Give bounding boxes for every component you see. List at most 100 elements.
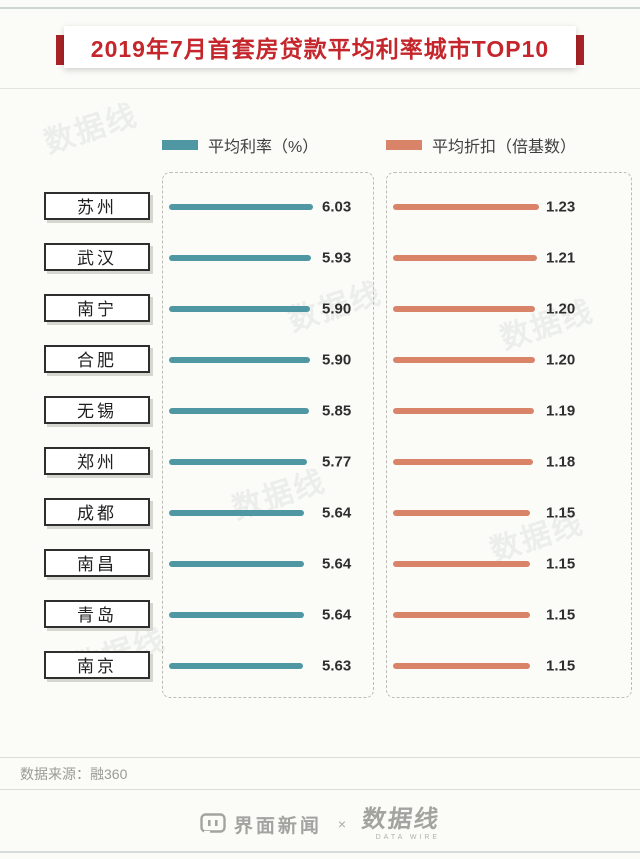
footer-logos: 界面新闻 × 数据线 DATA WIRE — [0, 802, 640, 846]
discount-bar — [393, 509, 530, 516]
title-banner: 2019年7月首套房贷款平均利率城市TOP10 — [0, 26, 640, 70]
label-row: 南京 — [44, 639, 150, 690]
bar-row: 6.03 — [163, 181, 373, 232]
city-label: 苏州 — [44, 191, 150, 220]
bar-value: 5.64 — [322, 606, 352, 623]
bar-value: 5.63 — [322, 657, 352, 674]
discount-bar — [393, 407, 535, 414]
bar-value: 1.15 — [546, 606, 576, 623]
discount-bar — [393, 254, 537, 261]
bar-row: 1.15 — [387, 487, 631, 538]
city-label: 南昌 — [44, 548, 150, 577]
city-label: 南宁 — [44, 293, 150, 322]
label-row: 合肥 — [44, 333, 150, 384]
city-label: 无锡 — [44, 395, 150, 424]
discount-bar — [393, 458, 534, 465]
rate-bar — [169, 611, 304, 618]
jiemian-logo-text: 界面新闻 — [233, 815, 322, 837]
bar-value: 1.20 — [546, 351, 576, 368]
bar-value: 5.90 — [322, 300, 352, 317]
legend-rate-label: 平均利率（%） — [208, 139, 319, 156]
bar-value: 5.64 — [322, 504, 352, 521]
rate-bar — [169, 356, 310, 363]
header-divider — [0, 88, 640, 89]
label-row: 青岛 — [44, 588, 150, 639]
discount-bar — [393, 611, 530, 618]
rate-bar — [169, 509, 304, 516]
bar-value: 1.15 — [546, 657, 576, 674]
discount-swatch-icon — [386, 140, 422, 150]
bar-row: 5.77 — [163, 436, 373, 487]
label-row: 无锡 — [44, 384, 150, 435]
bar-row: 1.20 — [387, 334, 631, 385]
bar-row: 5.63 — [163, 640, 373, 691]
rate-chart: 6.03 5.93 5.90 5.90 5.85 5.77 5.64 5.64 5.64 5.63 — [162, 172, 374, 698]
page-title: 2019年7月首套房贷款平均利率城市TOP10 — [90, 36, 550, 62]
rate-bar — [169, 407, 309, 414]
bar-value: 6.03 — [322, 198, 352, 215]
bar-row: 5.90 — [163, 334, 373, 385]
label-row: 南宁 — [44, 282, 150, 333]
city-label: 武汉 — [44, 242, 150, 271]
bar-row: 1.15 — [387, 640, 631, 691]
bar-row: 5.90 — [163, 283, 373, 334]
rate-bar — [169, 458, 307, 465]
bar-value: 1.19 — [546, 402, 576, 419]
rate-bar — [169, 254, 311, 261]
jiemian-logo: 界面新闻 — [200, 811, 322, 838]
rate-bar — [169, 560, 304, 567]
label-row: 武汉 — [44, 231, 150, 282]
label-row: 成都 — [44, 486, 150, 537]
rate-swatch-icon — [162, 140, 198, 150]
label-row: 南昌 — [44, 537, 150, 588]
bottom-decorative-line — [0, 851, 640, 853]
top-decorative-line — [0, 7, 640, 9]
bar-value: 5.90 — [322, 351, 352, 368]
legend-item-discount: 平均折扣（倍基数） — [386, 134, 576, 156]
city-label: 南京 — [44, 650, 150, 679]
bar-value: 1.21 — [546, 249, 576, 266]
bar-row: 5.64 — [163, 589, 373, 640]
city-label: 成都 — [44, 497, 150, 526]
label-row: 苏州 — [44, 180, 150, 231]
bar-value: 5.64 — [322, 555, 352, 572]
discount-bar — [393, 662, 530, 669]
data-source: 数据来源：融360 — [20, 766, 128, 782]
bar-value: 5.77 — [322, 453, 352, 470]
bar-value: 1.15 — [546, 555, 576, 572]
jiemian-news-icon — [200, 813, 226, 834]
bar-value: 1.23 — [546, 198, 576, 215]
chart-area: 苏州武汉南宁合肥无锡郑州成都南昌青岛南京 6.03 5.93 5.90 5.90 5.8… — [0, 172, 640, 702]
city-labels-column: 苏州武汉南宁合肥无锡郑州成都南昌青岛南京 — [44, 180, 150, 690]
datawire-logo: 数据线 DATA WIRE — [360, 805, 443, 841]
bar-row: 1.21 — [387, 232, 631, 283]
bar-row: 1.19 — [387, 385, 631, 436]
rate-bar — [169, 203, 313, 210]
discount-bar — [393, 356, 536, 363]
bar-row: 5.64 — [163, 487, 373, 538]
datawire-logo-text: 数据线 — [360, 805, 443, 833]
legend-discount-label: 平均折扣（倍基数） — [432, 139, 577, 156]
bar-row: 5.64 — [163, 538, 373, 589]
city-label: 青岛 — [44, 599, 150, 628]
chart-legend: 平均利率（%） 平均折扣（倍基数） — [0, 134, 640, 156]
discount-bar — [393, 305, 536, 312]
bar-row: 5.85 — [163, 385, 373, 436]
rate-bar — [169, 662, 304, 669]
legend-item-rate: 平均利率（%） — [162, 134, 318, 156]
bar-value: 1.18 — [546, 453, 576, 470]
bar-row: 1.18 — [387, 436, 631, 487]
title-banner-card: 2019年7月首套房贷款平均利率城市TOP10 — [64, 26, 576, 68]
bar-value: 1.20 — [546, 300, 576, 317]
city-label: 郑州 — [44, 446, 150, 475]
bar-row: 5.93 — [163, 232, 373, 283]
discount-bar — [393, 203, 539, 210]
city-label: 合肥 — [44, 344, 150, 373]
datawire-logo-subtext: DATA WIRE — [375, 833, 441, 841]
source-divider-top — [0, 757, 640, 758]
bar-value: 5.93 — [322, 249, 352, 266]
discount-bar — [393, 560, 530, 567]
source-divider-bottom — [0, 789, 640, 790]
discount-chart: 1.23 1.21 1.20 1.20 1.19 1.18 1.15 1.15 1.15 1.15 — [386, 172, 632, 698]
